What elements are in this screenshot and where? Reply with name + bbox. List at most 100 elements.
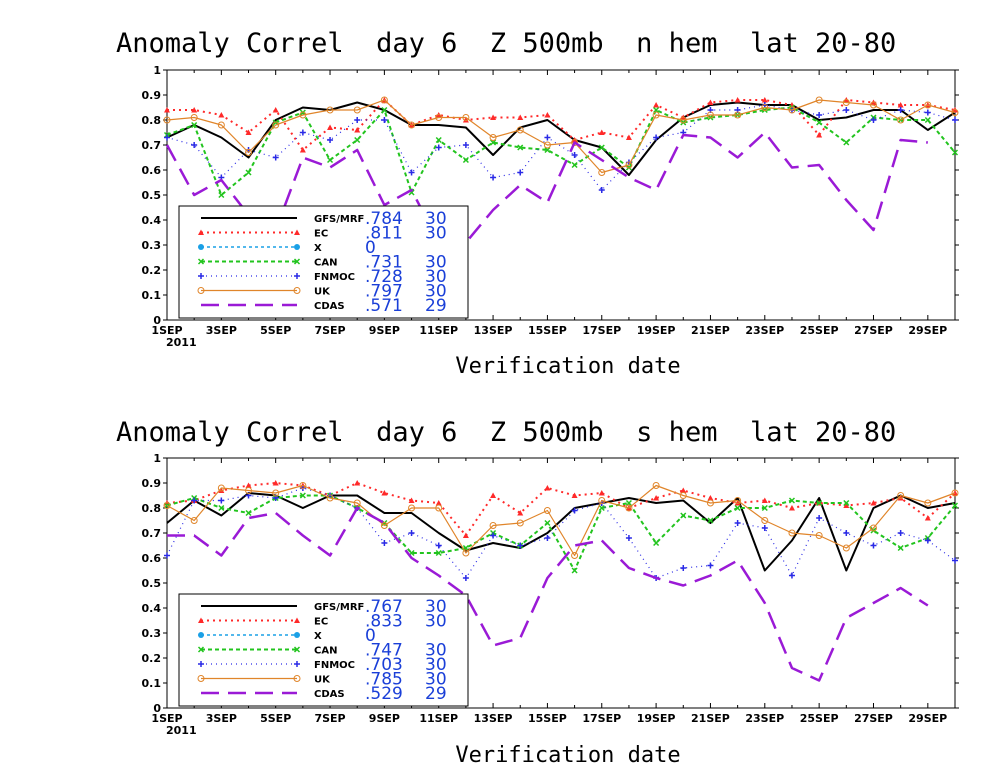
legend-name: CAN (314, 258, 337, 269)
data-point (869, 524, 877, 532)
data-point (897, 530, 904, 536)
data-point (163, 116, 171, 124)
data-point (299, 482, 307, 489)
data-point (381, 540, 388, 546)
data-point (816, 119, 823, 126)
y-tick-label: 0.2 (142, 264, 162, 277)
data-point (897, 116, 905, 124)
data-point (353, 499, 361, 507)
data-point (327, 156, 334, 164)
x-tick-label: 29SEP (908, 712, 947, 725)
legend-score: .833 (365, 612, 403, 632)
legend-marker (293, 258, 301, 265)
legend-marker (198, 244, 204, 250)
series-can (163, 492, 959, 574)
data-point (788, 572, 795, 579)
legend-marker (293, 675, 301, 682)
data-point (680, 565, 687, 571)
data-point (734, 111, 742, 119)
legend-count: 30 (425, 641, 447, 661)
data-point (327, 124, 334, 130)
data-point (462, 575, 469, 581)
data-point (245, 169, 252, 176)
legend-marker (294, 229, 300, 235)
data-point (870, 117, 877, 123)
legend-score: .571 (365, 296, 403, 316)
x-tick-label: 11SEP (419, 712, 458, 725)
series-line (166, 492, 956, 572)
data-point (680, 487, 687, 493)
data-point (598, 129, 605, 135)
x-tick-label: 25SEP (800, 712, 839, 725)
series-line (166, 104, 956, 191)
x-tick-label: 11SEP (419, 324, 458, 337)
x-tick-label: 27SEP (854, 324, 893, 337)
data-point (544, 146, 551, 154)
x-axis-label-nhem: Verification date (455, 354, 680, 379)
data-point (571, 552, 579, 559)
y-tick-label: 0.1 (142, 289, 162, 302)
legend-marker (294, 632, 300, 638)
data-point (435, 144, 442, 151)
legend-score: 0 (365, 238, 376, 258)
data-point (517, 510, 524, 516)
data-point (843, 139, 850, 146)
chart-panel-nhem: Anomaly Correl day 6 Z 500mb n hem lat 2… (116, 28, 959, 379)
x-tick-label: 5SEP (260, 712, 291, 725)
legend-marker (293, 646, 301, 653)
x-tick-label: 27SEP (854, 712, 893, 725)
x-tick-label: 21SEP (691, 324, 730, 337)
y-tick-label: 0.7 (142, 527, 162, 540)
legend-count: 30 (425, 282, 447, 302)
data-point (571, 567, 578, 574)
series-gfs-mrf (166, 101, 956, 176)
legend-marker (293, 287, 301, 294)
data-point (598, 490, 605, 496)
legend-score: .728 (365, 267, 403, 287)
legend-count: 30 (425, 209, 447, 229)
data-point (380, 522, 388, 529)
data-point (191, 497, 198, 504)
data-point (706, 499, 714, 507)
data-point (462, 114, 470, 121)
data-point (218, 487, 225, 493)
series-line (166, 101, 956, 176)
data-point (816, 515, 823, 521)
data-point (761, 97, 768, 103)
data-point (191, 107, 198, 113)
data-point (544, 519, 551, 527)
data-point (435, 549, 442, 557)
series-uk (163, 482, 959, 559)
x-tick-label: 13SEP (474, 712, 513, 725)
x-tick-label: 13SEP (474, 324, 513, 337)
legend-entry-uk: UK .797 30 (197, 282, 447, 302)
y-tick-label: 0.4 (142, 214, 162, 227)
data-point (897, 544, 904, 552)
data-point (924, 537, 931, 544)
x-tick-label: 19SEP (637, 324, 676, 337)
data-point (598, 169, 606, 176)
data-point (788, 497, 795, 504)
series-line (166, 487, 956, 579)
data-point (815, 96, 823, 104)
data-point (490, 492, 497, 498)
legend-score: .811 (365, 224, 403, 244)
data-point (190, 114, 198, 121)
legend-marker (294, 244, 300, 250)
x-tick-label: 9SEP (369, 324, 400, 337)
data-point (761, 517, 769, 524)
data-point (218, 191, 225, 199)
data-point (408, 497, 415, 503)
data-point (245, 487, 253, 494)
data-point (245, 509, 252, 517)
data-point (816, 499, 823, 507)
legend-entry-gfs-mrf: GFS/MRF .784 30 (201, 209, 447, 229)
data-point (245, 149, 253, 156)
data-point (544, 112, 551, 118)
chart-title-nhem: Anomaly Correl day 6 Z 500mb n hem lat 2… (116, 28, 896, 59)
data-point (489, 522, 497, 529)
data-point (435, 114, 443, 121)
data-point (381, 117, 388, 123)
series-line (167, 506, 929, 682)
